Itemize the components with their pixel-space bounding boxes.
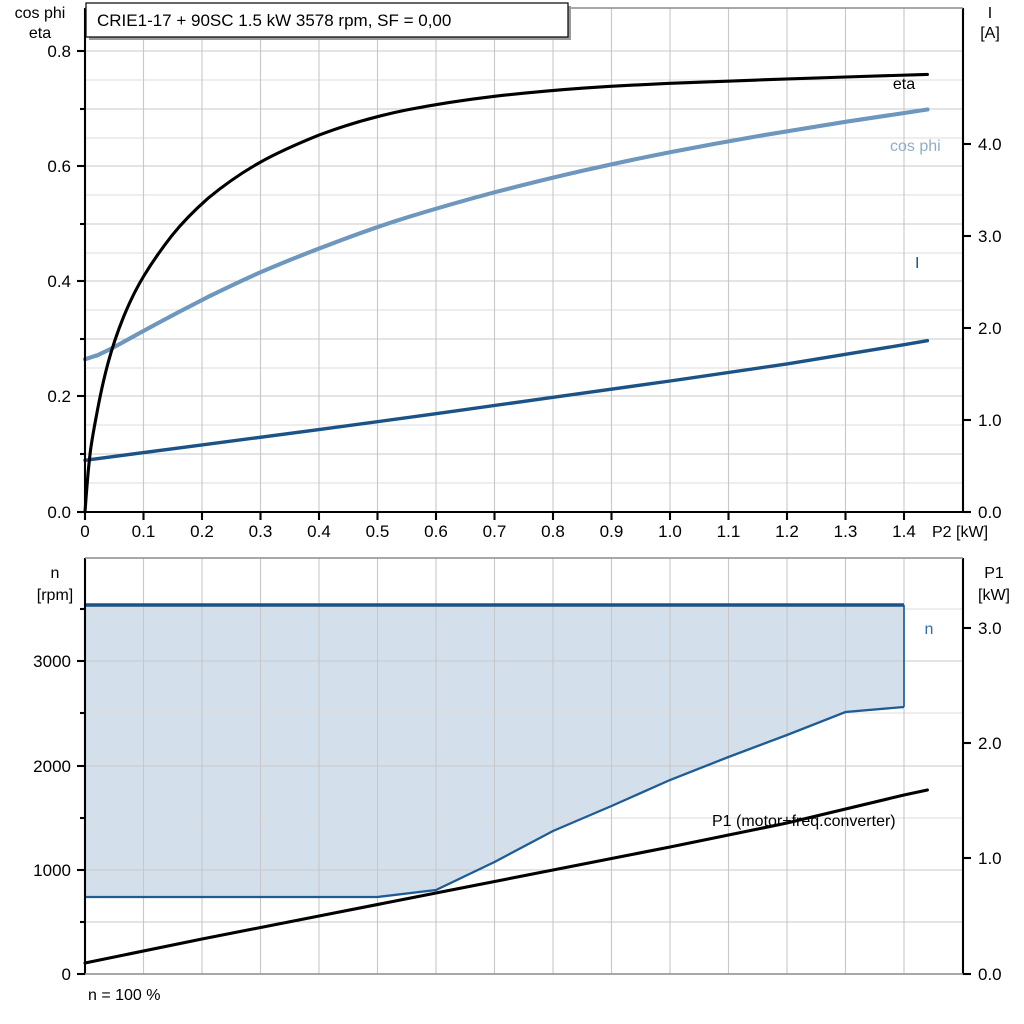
bottom-chart-footnote: n = 100 % <box>88 987 161 1004</box>
svg-text:0: 0 <box>80 522 89 541</box>
curve-cos-phi <box>82 107 930 362</box>
svg-text:0.7: 0.7 <box>483 522 507 541</box>
bottom-left-axis-title-line2: [rpm] <box>37 587 73 604</box>
svg-text:1.0: 1.0 <box>978 849 1002 868</box>
bottom-right-axis-title-line1: P1 <box>984 565 1004 582</box>
svg-text:0.5: 0.5 <box>366 522 390 541</box>
chart-title-box: CRIE1-17 + 90SC 1.5 kW 3578 rpm, SF = 0,… <box>85 2 571 40</box>
svg-text:1.3: 1.3 <box>834 522 858 541</box>
top-grid-minor-horizontal <box>85 79 963 484</box>
svg-text:0.8: 0.8 <box>47 42 71 61</box>
svg-text:0.8: 0.8 <box>541 522 565 541</box>
top-left-axis-title-line1: cos phi <box>15 5 66 22</box>
svg-text:0.4: 0.4 <box>47 272 71 291</box>
svg-text:0.0: 0.0 <box>47 503 71 522</box>
bottom-right-ticks <box>963 626 971 976</box>
bottom-right-tick-labels: 0.0 1.0 2.0 3.0 <box>978 619 1002 984</box>
speed-envelope-lower-bound <box>85 705 905 899</box>
curve-label-current: I <box>915 255 919 272</box>
bottom-grid-major-horizontal <box>85 660 963 923</box>
svg-text:0.3: 0.3 <box>249 522 273 541</box>
top-left-axis-title-line2: eta <box>29 25 51 42</box>
bottom-left-tick-labels: 0 1000 2000 3000 <box>33 652 71 984</box>
top-right-tick-labels: 0.0 1.0 2.0 3.0 4.0 <box>978 135 1002 522</box>
svg-text:0.0: 0.0 <box>978 965 1002 984</box>
curve-p1 <box>83 788 929 965</box>
top-left-ticks <box>77 49 85 514</box>
svg-text:0.6: 0.6 <box>424 522 448 541</box>
bottom-grid-vertical <box>142 558 905 974</box>
top-x-axis-title: P2 [kW] <box>932 524 988 541</box>
top-right-axis-title-line2: [A] <box>980 25 1000 42</box>
svg-text:1000: 1000 <box>33 861 71 880</box>
svg-text:0.6: 0.6 <box>47 157 71 176</box>
svg-text:2000: 2000 <box>33 757 71 776</box>
svg-text:1.4: 1.4 <box>892 522 916 541</box>
svg-text:0.4: 0.4 <box>307 522 331 541</box>
svg-text:2.0: 2.0 <box>978 734 1002 753</box>
svg-text:0: 0 <box>62 965 71 984</box>
svg-text:2.0: 2.0 <box>978 319 1002 338</box>
svg-text:1.2: 1.2 <box>775 522 799 541</box>
curve-label-cos-phi: cos phi <box>890 138 941 155</box>
svg-text:0.9: 0.9 <box>600 522 624 541</box>
svg-text:4.0: 4.0 <box>978 135 1002 154</box>
svg-text:1.0: 1.0 <box>978 411 1002 430</box>
top-chart: eta cos phi I <box>15 2 1002 541</box>
top-left-tick-labels: 0.0 0.2 0.4 0.6 0.8 <box>47 42 71 522</box>
svg-text:1.0: 1.0 <box>658 522 682 541</box>
bottom-right-axis-title-line2: [kW] <box>978 587 1010 604</box>
bottom-chart: n P1 (motor+freq.converter) 0 1 <box>33 557 1010 1004</box>
svg-text:3.0: 3.0 <box>978 619 1002 638</box>
curve-label-eta: eta <box>893 76 915 93</box>
bottom-left-ticks <box>77 607 85 976</box>
svg-text:0.2: 0.2 <box>190 522 214 541</box>
top-x-tick-labels: 0 0.1 0.2 0.3 0.4 0.5 0.6 0.7 0.8 0.9 1.… <box>80 522 988 541</box>
top-grid-major-horizontal <box>85 50 963 455</box>
svg-text:1.1: 1.1 <box>717 522 741 541</box>
svg-text:0.2: 0.2 <box>47 387 71 406</box>
top-right-ticks <box>963 142 971 514</box>
curve-eta <box>83 72 929 514</box>
top-right-axis-title-line1: I <box>988 5 992 22</box>
svg-text:3.0: 3.0 <box>978 227 1002 246</box>
curve-current <box>83 339 930 462</box>
top-bottom-ticks <box>83 512 906 520</box>
curve-label-speed-envelope: n <box>925 621 934 638</box>
top-grid-vertical <box>142 8 905 512</box>
svg-text:3000: 3000 <box>33 652 71 671</box>
chart-title-text: CRIE1-17 + 90SC 1.5 kW 3578 rpm, SF = 0,… <box>97 11 451 30</box>
curve-label-p1: P1 (motor+freq.converter) <box>712 813 896 830</box>
svg-text:0.0: 0.0 <box>978 503 1002 522</box>
bottom-left-axis-title-line1: n <box>51 565 60 582</box>
svg-text:0.1: 0.1 <box>132 522 156 541</box>
